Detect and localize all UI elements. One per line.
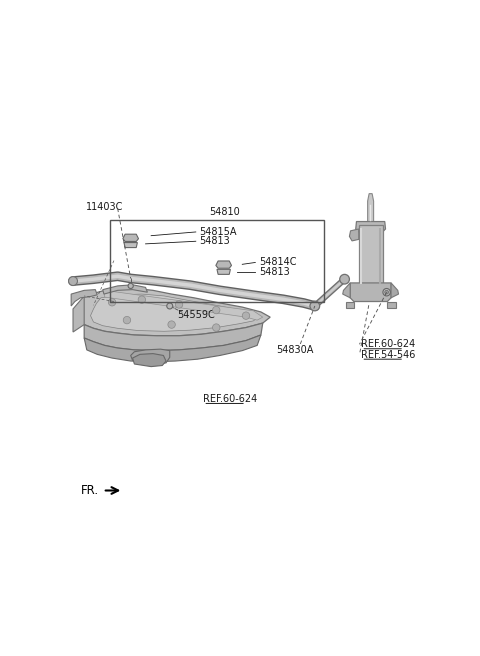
Polygon shape <box>103 285 147 294</box>
Polygon shape <box>217 270 230 274</box>
Text: 54830A: 54830A <box>276 345 313 355</box>
Text: 54813: 54813 <box>200 236 230 246</box>
Polygon shape <box>350 283 391 302</box>
Circle shape <box>69 277 77 285</box>
Text: 11403C: 11403C <box>86 201 123 212</box>
Circle shape <box>340 274 349 284</box>
Text: 54814C: 54814C <box>259 257 297 268</box>
Polygon shape <box>368 194 373 224</box>
Circle shape <box>311 302 319 310</box>
Circle shape <box>213 306 220 314</box>
Polygon shape <box>391 283 398 298</box>
Polygon shape <box>349 229 359 241</box>
Circle shape <box>168 321 175 328</box>
Circle shape <box>213 324 220 331</box>
Polygon shape <box>346 302 354 308</box>
Polygon shape <box>359 225 383 287</box>
Polygon shape <box>91 294 259 331</box>
Text: REF.54-546: REF.54-546 <box>361 350 416 359</box>
Text: 54813: 54813 <box>259 267 290 277</box>
Polygon shape <box>71 289 97 306</box>
Polygon shape <box>77 289 270 336</box>
Polygon shape <box>356 222 385 233</box>
Circle shape <box>123 316 131 324</box>
Circle shape <box>385 291 388 294</box>
Polygon shape <box>105 291 263 320</box>
Polygon shape <box>84 335 261 362</box>
Polygon shape <box>387 302 396 308</box>
Polygon shape <box>131 349 170 364</box>
Polygon shape <box>132 354 166 367</box>
Circle shape <box>108 298 116 306</box>
Circle shape <box>383 289 390 296</box>
Circle shape <box>128 283 133 289</box>
Text: 54559C: 54559C <box>177 310 215 319</box>
Text: REF.60-624: REF.60-624 <box>361 339 416 349</box>
Circle shape <box>138 296 145 303</box>
Text: FR.: FR. <box>81 484 98 497</box>
Polygon shape <box>216 261 231 268</box>
Circle shape <box>175 300 183 308</box>
Bar <box>110 220 324 302</box>
Text: 54810: 54810 <box>209 207 240 217</box>
Circle shape <box>167 303 173 309</box>
Circle shape <box>242 312 250 319</box>
Polygon shape <box>84 323 263 350</box>
Polygon shape <box>124 243 137 247</box>
Polygon shape <box>343 283 350 298</box>
Polygon shape <box>73 296 84 332</box>
Polygon shape <box>123 234 139 241</box>
Circle shape <box>310 301 320 311</box>
Text: REF.60-624: REF.60-624 <box>203 394 257 404</box>
Text: 54815A: 54815A <box>200 227 237 237</box>
